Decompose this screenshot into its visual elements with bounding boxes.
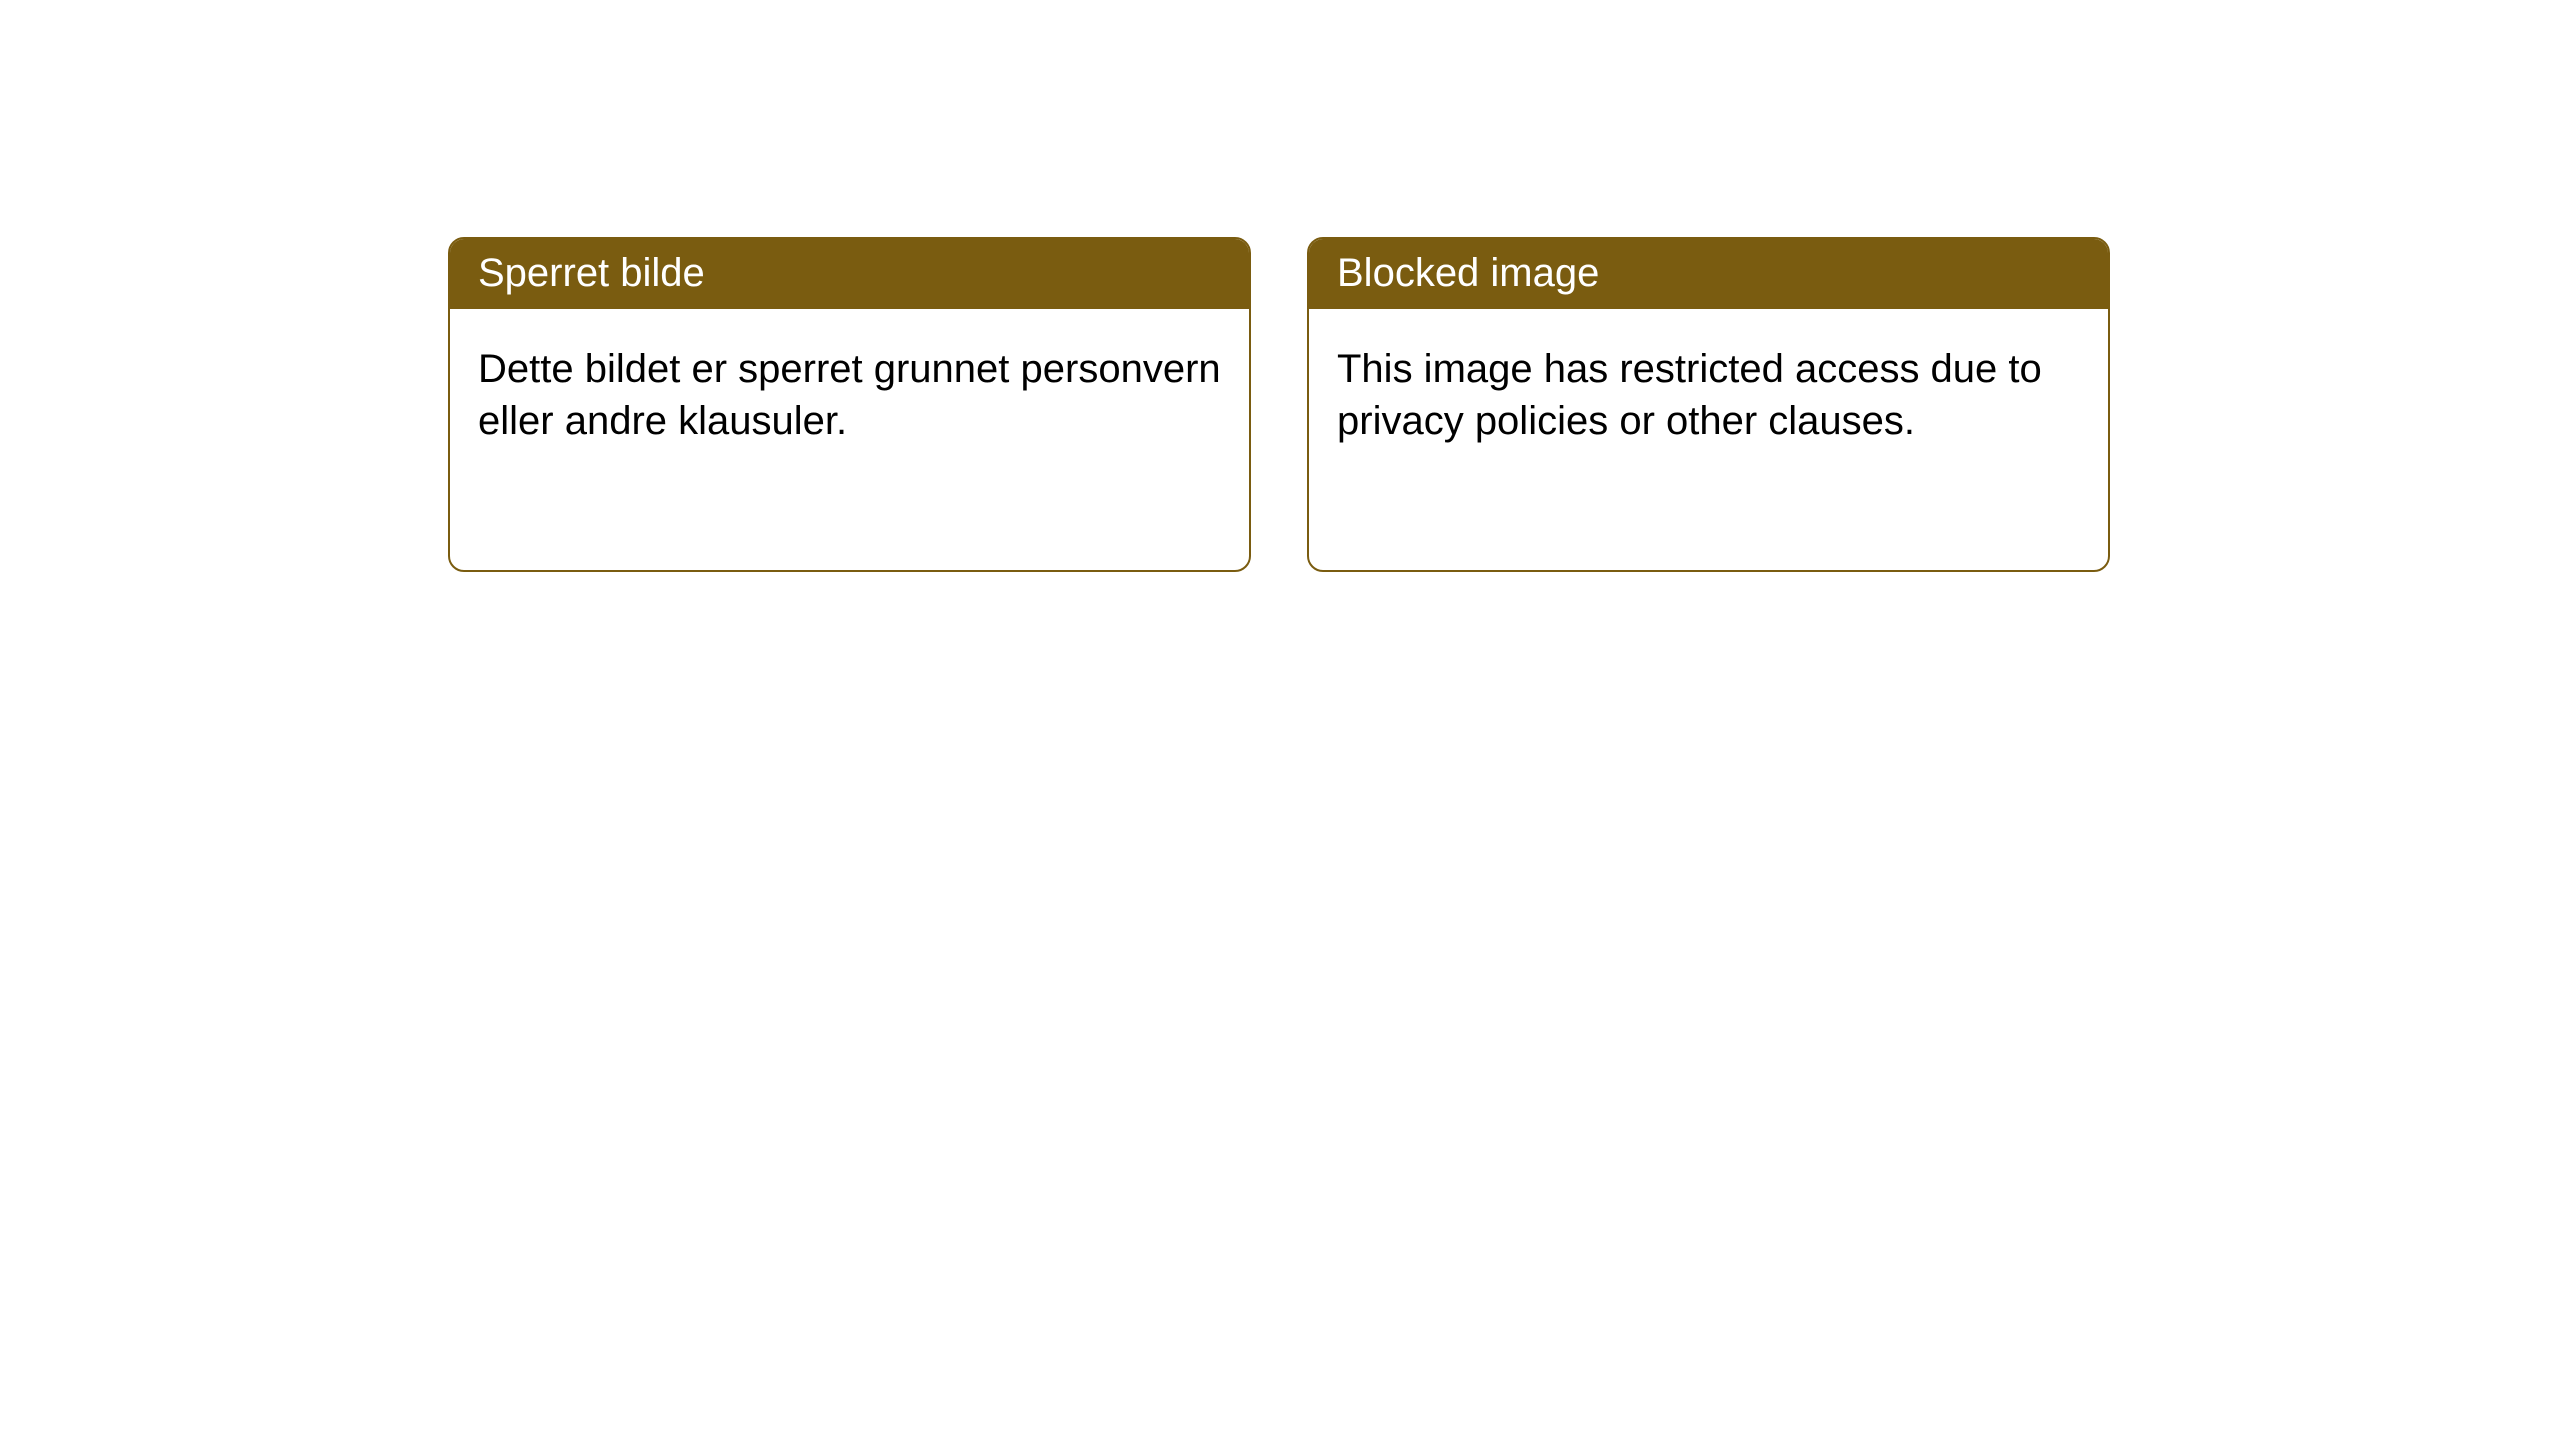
notice-card-english: Blocked image This image has restricted … (1307, 237, 2110, 572)
notice-body: Dette bildet er sperret grunnet personve… (450, 309, 1249, 481)
notice-body: This image has restricted access due to … (1309, 309, 2108, 481)
notice-card-norwegian: Sperret bilde Dette bildet er sperret gr… (448, 237, 1251, 572)
notice-header: Sperret bilde (450, 239, 1249, 309)
notice-container: Sperret bilde Dette bildet er sperret gr… (0, 0, 2560, 572)
notice-header: Blocked image (1309, 239, 2108, 309)
